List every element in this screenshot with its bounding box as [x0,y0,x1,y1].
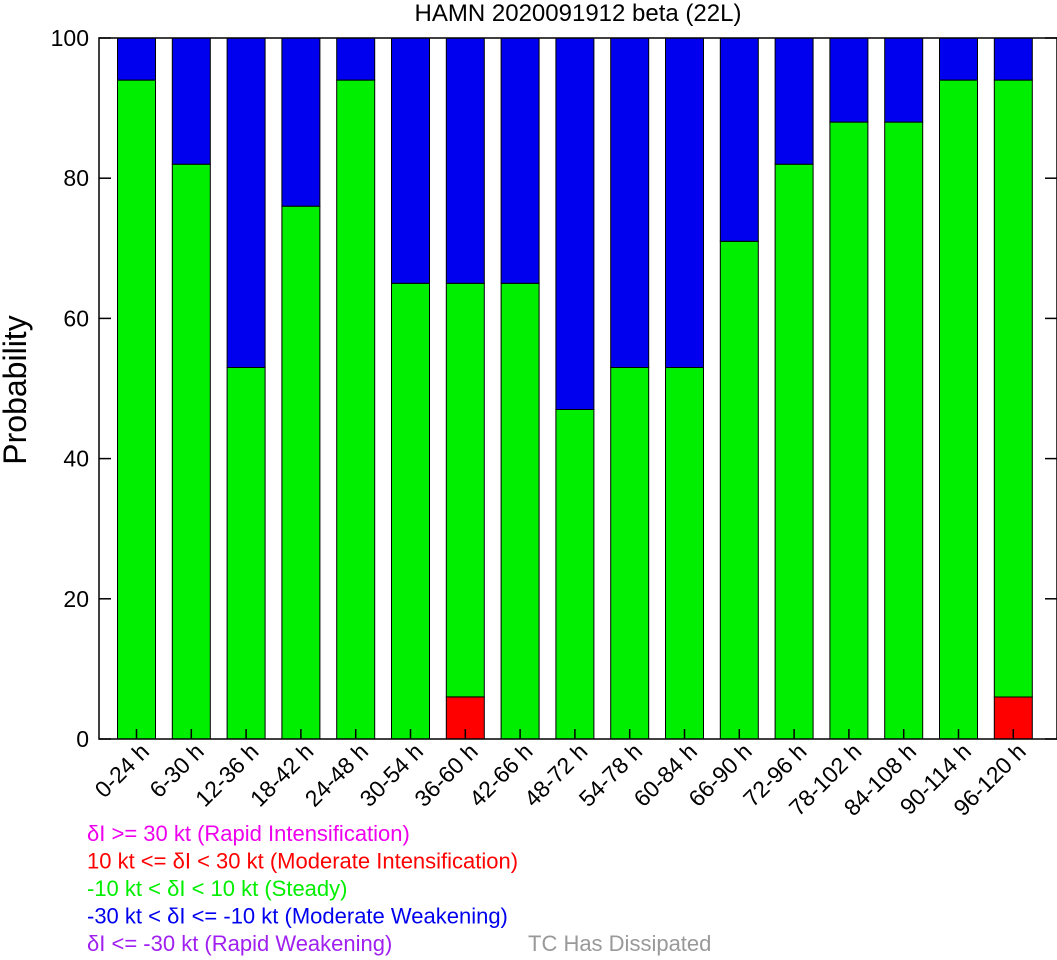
bar-moderate-weakening-2 [226,37,266,368]
y-tick-label: 20 [63,586,89,612]
bar-moderate-weakening-10 [665,37,704,368]
bar-moderate-weakening-16 [993,37,1033,81]
bar-moderate-weakening-1 [171,37,211,165]
bar-steady-9 [610,367,650,740]
y-tick-label: 60 [63,305,89,331]
bar-steady-15 [939,79,978,740]
bar-moderate-weakening-13 [829,37,869,123]
bar-steady-7 [500,282,540,740]
bar-moderate-weakening-12 [774,37,814,165]
x-axis: 0-24 h6-30 h12-36 h18-42 h24-48 h30-54 h… [90,729,1031,821]
bars-group [117,37,1033,740]
bar-steady-14 [884,121,924,740]
bar-steady-6 [445,282,485,698]
bar-steady-4 [336,79,376,740]
bar-moderate-weakening-7 [500,37,540,284]
bar-moderate-weakening-3 [281,37,321,207]
y-tick-label: 100 [51,25,89,51]
bar-moderate-weakening-8 [555,37,595,410]
legend-entry-3: -30 kt < δI <= -10 kt (Moderate Weakenin… [87,904,508,929]
legend: δI >= 30 kt (Rapid Intensification) 10 kt… [87,821,518,956]
bar-steady-2 [226,367,266,740]
bar-steady-8 [555,409,595,740]
legend-entry-4: δI <= -30 kt (Rapid Weakening) [87,931,392,956]
bar-moderate-weakening-11 [719,37,759,242]
bar-moderate-weakening-6 [445,37,485,284]
bar-steady-16 [993,79,1033,698]
bar-steady-1 [171,163,211,740]
y-axis: 0 20 40 60 80 100 [51,25,1057,752]
bar-moderate-weakening-14 [884,37,924,123]
bar-steady-0 [117,79,156,740]
chart-title: HAMN 2020091912 beta (22L) [415,0,742,27]
y-tick-label: 40 [63,446,89,472]
legend-entry-1: 10 kt <= δI < 30 kt (Moderate Intensific… [87,849,518,874]
bar-steady-12 [774,163,814,740]
plot-frame [98,37,1057,740]
bar-moderate-weakening-15 [939,37,978,81]
bar-steady-3 [281,205,321,740]
y-tick-label: 0 [76,726,89,752]
bar-moderate-weakening-0 [117,37,156,81]
legend-entry-0: δI >= 30 kt (Rapid Intensification) [87,821,410,846]
bar-moderate-weakening-4 [336,37,376,81]
bar-moderate-weakening-9 [610,37,650,368]
bar-steady-10 [665,367,704,740]
bar-steady-11 [719,240,759,740]
y-axis-label: Probability [0,315,33,464]
y-tick-label: 80 [63,165,89,191]
x-tick-label: 0-24 h [90,738,155,803]
bar-moderate-weakening-5 [391,37,430,284]
dissipated-note: TC Has Dissipated [528,931,711,956]
legend-entry-2: -10 kt < δI < 10 kt (Steady) [87,876,347,901]
bar-steady-13 [829,121,869,740]
bar-steady-5 [391,282,430,740]
